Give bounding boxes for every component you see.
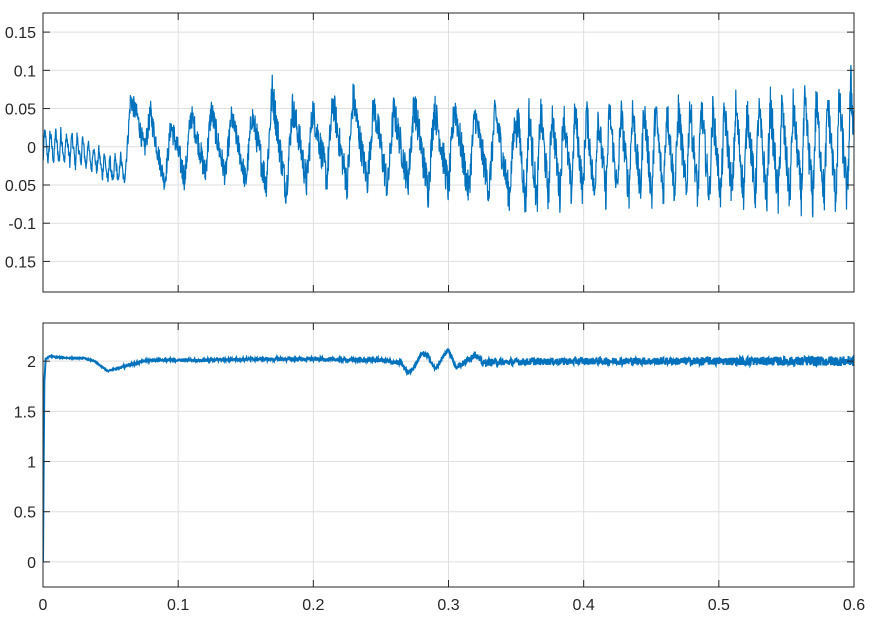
bottom-series-line-0 <box>43 348 854 562</box>
top-series-line-0 <box>43 65 854 218</box>
bottom-y-tick-label-0: 0 <box>27 555 36 572</box>
bottom-y-tick-label-3: 1.5 <box>14 404 36 421</box>
top-y-tick-label-3: 0 <box>27 140 36 157</box>
top-y-tick-label-6: 0.15 <box>5 25 36 42</box>
bottom-x-tick-label-1: 0.1 <box>167 597 189 614</box>
bottom-y-tick-label-4: 2 <box>27 354 36 371</box>
bottom-y-tick-label-2: 1 <box>27 455 36 472</box>
bottom-x-tick-label-2: 0.2 <box>302 597 324 614</box>
bottom-x-tick-label-5: 0.5 <box>708 597 730 614</box>
top-y-tick-label-4: 0.05 <box>5 102 36 119</box>
bottom-x-tick-label-6: 0.6 <box>843 597 865 614</box>
top-y-tick-label-2: 0.05 <box>5 178 36 195</box>
bottom-x-tick-label-0: 0 <box>39 597 48 614</box>
top-y-tick-label-1: -0.1 <box>8 216 36 233</box>
bottom-axes: 0 0.1 0.2 0.3 0.4 0.5 0.6 0 0.5 1 1.5 2 <box>14 322 865 614</box>
top-y-tick-label-0: 0.15 <box>5 254 36 271</box>
bottom-x-tick-label-4: 0.4 <box>573 597 595 614</box>
bottom-y-tick-label-1: 0.5 <box>14 505 36 522</box>
bottom-x-tick-label-3: 0.3 <box>437 597 459 614</box>
top-y-tick-label-5: 0.1 <box>14 63 36 80</box>
top-axes: 0.15 -0.1 0.05 0 0.05 0.1 0.15 <box>5 12 855 293</box>
